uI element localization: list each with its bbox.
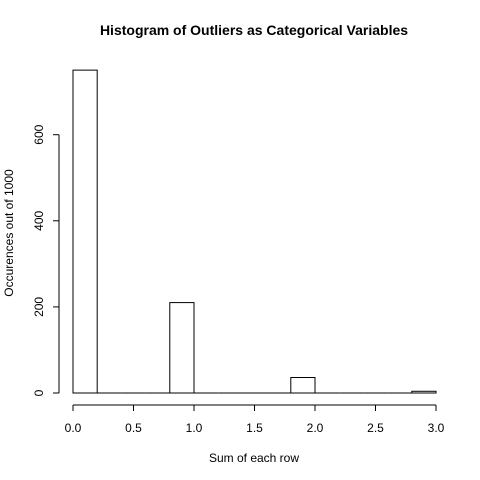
x-tick-label: 0.5	[125, 421, 142, 435]
y-tick-label: 600	[32, 124, 46, 144]
histogram-bar	[411, 390, 437, 394]
x-axis: 0.0 0.5 1.0 1.5 2.0 2.5 3.0	[65, 404, 445, 435]
x-tick-label: 3.0	[428, 421, 445, 435]
x-tick-label: 2.5	[367, 421, 384, 435]
x-tick-label: 2.0	[307, 421, 324, 435]
y-tick-label: 0	[32, 389, 46, 396]
histogram-bar	[290, 377, 316, 394]
x-tick-label: 1.5	[246, 421, 263, 435]
x-axis-label: Sum of each row	[209, 451, 299, 465]
y-tick-label: 400	[32, 210, 46, 230]
histogram-bar	[72, 69, 98, 394]
bars-group	[72, 69, 437, 394]
y-tick-label: 200	[32, 297, 46, 317]
histogram-bar	[169, 302, 195, 394]
y-axis-label: Occurences out of 1000	[2, 169, 16, 297]
x-tick-label: 0.0	[65, 421, 82, 435]
x-tick-label: 1.0	[186, 421, 203, 435]
y-axis: 0 200 400 600	[32, 124, 60, 396]
chart-title: Histogram of Outliers as Categorical Var…	[100, 22, 408, 38]
